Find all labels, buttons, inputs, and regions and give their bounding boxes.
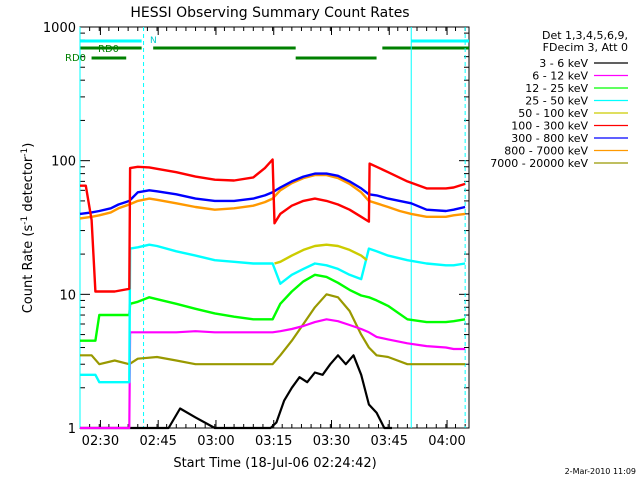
plot-area (79, 26, 470, 429)
y-axis: 1 10 100 1000 (43, 21, 469, 437)
series-lines (79, 158, 466, 430)
flag-vlines (79, 27, 466, 428)
x-tick-label: 02:30 (82, 434, 119, 449)
series-line-300-800-kev (79, 172, 466, 216)
plot-frame (79, 26, 470, 429)
legend-label: 12 - 25 keV (525, 82, 588, 95)
series-line-6-12-kev (80, 318, 466, 430)
series-line-25-50-kev (80, 243, 466, 384)
y-axis-label-sup1: -1 (20, 216, 30, 225)
x-tick-label: 02:45 (139, 434, 176, 449)
x-tick-label: 04:00 (428, 434, 465, 449)
y-tick-label: 10 (59, 288, 76, 303)
legend-label: 100 - 300 keV (511, 120, 588, 133)
legend-label: 7000 - 20000 keV (490, 157, 588, 170)
legend-label: 25 - 50 keV (525, 95, 588, 108)
rd0-top-label: RD0 (98, 44, 119, 55)
legend-header-line1: Det 1,3,4,5,6,9, (542, 29, 628, 42)
x-axis-label: Start Time (18-Jul-06 02:24:42) (173, 456, 376, 471)
rd0-bars (80, 39, 469, 60)
y-tick-label: 1 (68, 422, 76, 437)
x-tick-label: 03:00 (197, 434, 234, 449)
y-axis-label-sup2: -1 (20, 148, 30, 157)
y-axis-label: Count Rate (s-1 detector-1) (20, 143, 36, 314)
legend-label: 3 - 6 keV (539, 57, 588, 70)
legend-label: 800 - 7000 keV (504, 145, 588, 158)
series-line-3-6-kev (80, 354, 392, 430)
y-tick-label: 100 (51, 155, 76, 170)
x-tick-label: 03:45 (371, 434, 408, 449)
series-line-800-7000-kev (79, 173, 466, 220)
x-tick-label: 03:15 (255, 434, 292, 449)
x-tick-label: 03:30 (313, 434, 350, 449)
y-axis-label-mid: detector (21, 156, 36, 216)
series-line-7000-20000-kev (80, 293, 466, 366)
legend-label: 6 - 12 keV (532, 70, 588, 83)
legend-header-line2: FDecim 3, Att 0 (543, 41, 628, 54)
series-line-100-300-kev (80, 158, 466, 293)
legend-label: 50 - 100 keV (518, 107, 588, 120)
series-line-50-100-kev (274, 243, 368, 265)
y-axis-label-end: ) (21, 143, 36, 148)
series-line-12-25-kev (80, 273, 466, 342)
legend-label: 300 - 800 keV (511, 132, 588, 145)
y-axis-label-main: Count Rate (s (21, 225, 36, 314)
rd0-bottom-label: RD0 (65, 53, 86, 64)
footer-date: 2-Mar-2010 11:09 (565, 467, 636, 476)
legend: Det 1,3,4,5,6,9, FDecim 3, Att 0 3 - 6 k… (490, 29, 628, 170)
chart-title: HESSI Observing Summary Count Rates (130, 5, 409, 21)
y-tick-label: 1000 (43, 21, 76, 36)
x-axis: 02:30 02:45 03:00 03:15 03:30 03:45 04:00 (79, 27, 466, 449)
n-flag-label: N (150, 36, 157, 46)
